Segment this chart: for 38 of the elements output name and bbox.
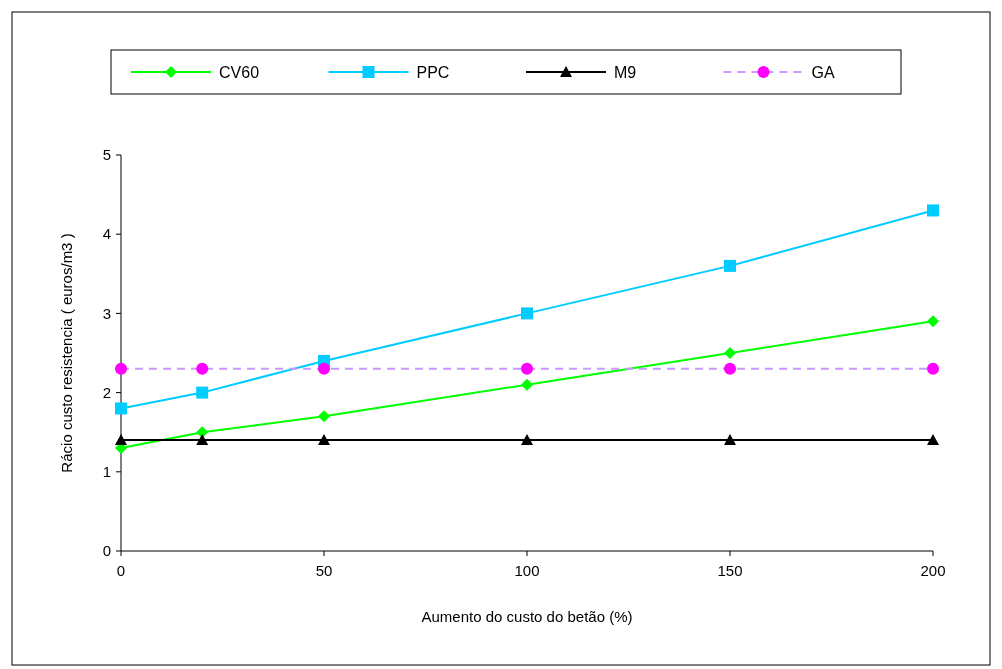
x-tick-label: 0 bbox=[116, 562, 126, 579]
point bbox=[115, 362, 127, 375]
y-tick-label: 5 bbox=[102, 146, 111, 164]
y-tick-label: 0 bbox=[102, 542, 111, 560]
x-tick-label: 150 bbox=[717, 562, 743, 579]
y-tick-label: 1 bbox=[102, 463, 111, 481]
point bbox=[724, 259, 736, 272]
legend-label: CV60 bbox=[219, 63, 260, 81]
legend-label: M9 bbox=[614, 63, 637, 81]
point bbox=[196, 434, 209, 446]
point bbox=[927, 434, 939, 446]
point bbox=[927, 315, 939, 328]
point bbox=[521, 307, 533, 320]
x-tick-label: 100 bbox=[514, 562, 540, 579]
point bbox=[196, 362, 209, 375]
point bbox=[115, 434, 127, 446]
point bbox=[724, 347, 736, 359]
point bbox=[724, 434, 736, 446]
x-tick-label: 50 bbox=[315, 562, 333, 579]
point bbox=[521, 378, 533, 391]
legend-label: GA bbox=[811, 63, 835, 81]
x-axis-title: Aumento do custo do betão (%) bbox=[421, 608, 633, 625]
x-tick-label: 200 bbox=[920, 562, 946, 579]
point bbox=[318, 362, 330, 375]
point bbox=[196, 386, 209, 399]
point bbox=[115, 402, 127, 415]
y-tick-label: 2 bbox=[102, 383, 111, 401]
y-axis-title: Rácio custo resistencia ( euros/m3 ) bbox=[58, 233, 75, 473]
legend-label: PPC bbox=[416, 63, 450, 81]
y-tick-label: 3 bbox=[102, 304, 111, 322]
y-tick-label: 4 bbox=[102, 225, 111, 243]
point bbox=[318, 410, 330, 423]
point bbox=[521, 434, 533, 446]
point bbox=[318, 434, 330, 446]
point bbox=[724, 362, 736, 375]
point bbox=[927, 362, 939, 375]
point bbox=[927, 204, 939, 217]
point bbox=[521, 362, 533, 375]
